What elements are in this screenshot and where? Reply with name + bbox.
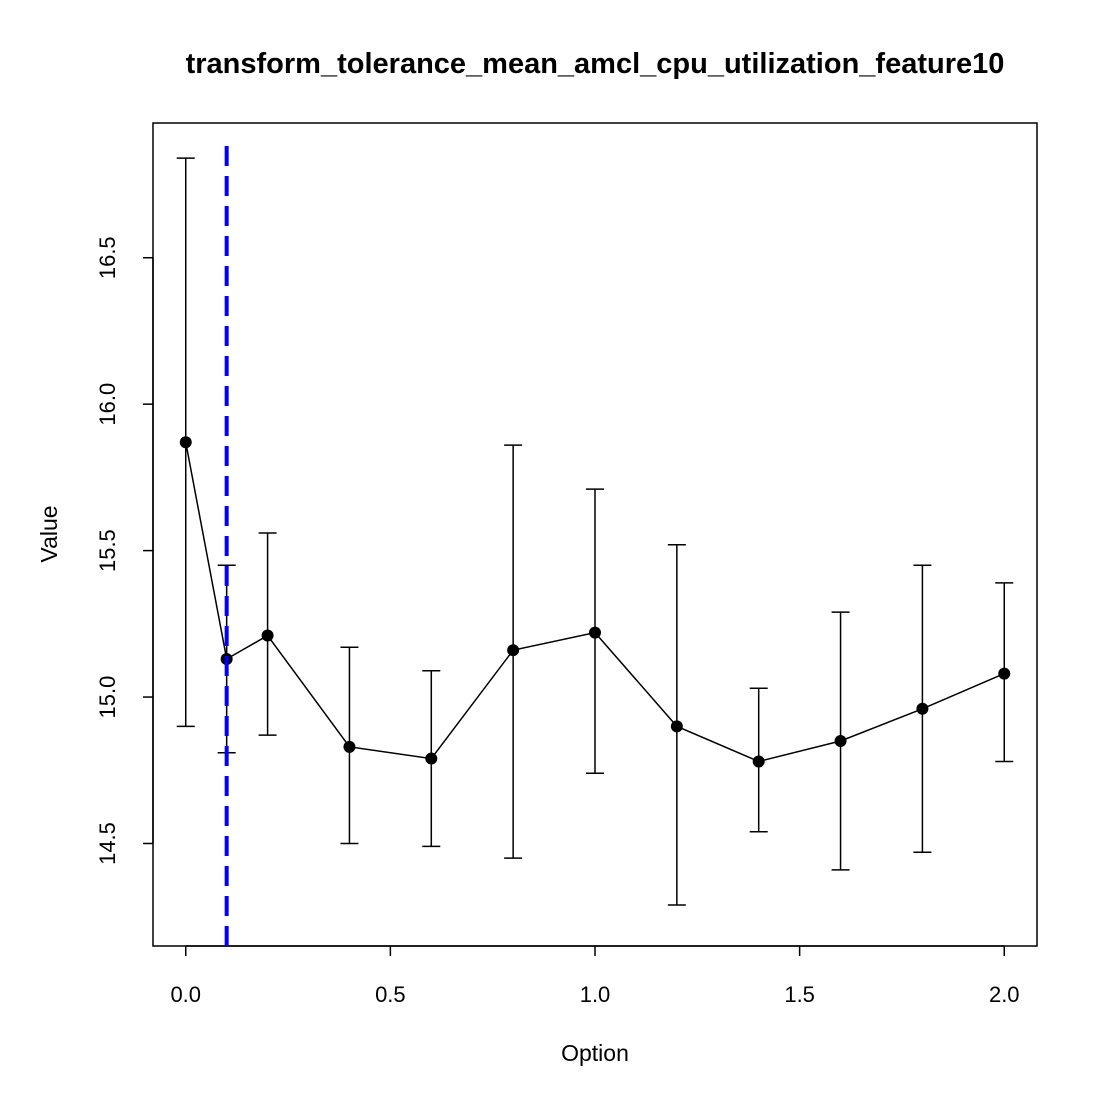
y-tick-label: 16.5: [95, 236, 120, 279]
data-point: [835, 735, 847, 747]
axes: 0.0 0.5 1.0 1.5 2.0 14.5 15.0 15.5 16.0 16.5: [95, 236, 1020, 1007]
y-tick-label: 15.0: [95, 676, 120, 719]
x-tick-label: 2.0: [989, 982, 1020, 1007]
data-point: [671, 720, 683, 732]
data-point: [262, 630, 274, 642]
y-tick-label: 14.5: [95, 822, 120, 865]
x-tick-label: 0.0: [170, 982, 201, 1007]
data-marks: [177, 138, 1014, 946]
x-axis-label: Option: [561, 1040, 629, 1066]
chart-title: transform_tolerance_mean_amcl_cpu_utiliz…: [186, 48, 1005, 80]
data-point: [589, 627, 601, 639]
y-tick-label: 16.0: [95, 383, 120, 426]
data-point: [916, 703, 928, 715]
data-point: [343, 741, 355, 753]
x-tick-label: 0.5: [375, 982, 406, 1007]
data-point: [180, 436, 192, 448]
data-point: [998, 668, 1010, 680]
x-tick-label: 1.0: [580, 982, 611, 1007]
y-axis-label: Value: [36, 505, 62, 562]
y-tick-label: 15.5: [95, 529, 120, 572]
data-point: [507, 644, 519, 656]
x-tick-label: 1.5: [784, 982, 815, 1007]
data-point: [753, 755, 765, 767]
data-point: [425, 753, 437, 765]
